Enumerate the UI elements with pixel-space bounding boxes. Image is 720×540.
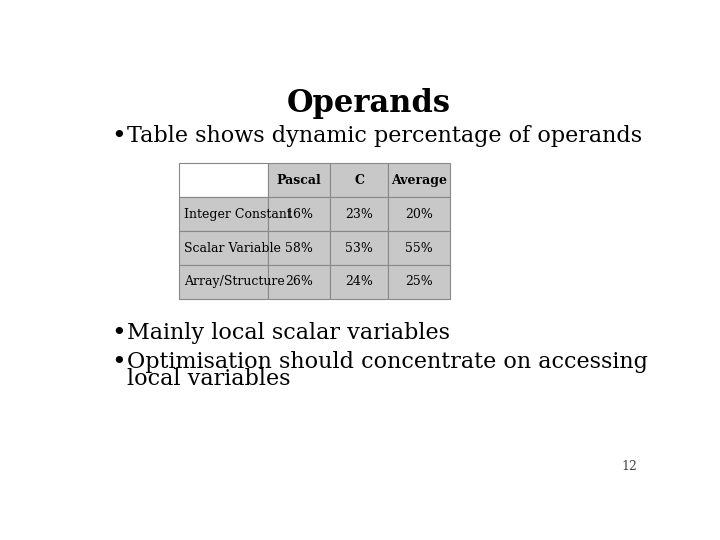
Text: 25%: 25% xyxy=(405,275,433,288)
Bar xyxy=(269,197,330,231)
Text: •: • xyxy=(112,125,127,148)
Bar xyxy=(330,231,388,265)
Text: 16%: 16% xyxy=(285,208,313,221)
Bar xyxy=(179,231,269,265)
Text: Integer Constant: Integer Constant xyxy=(184,208,292,221)
Bar xyxy=(179,164,269,197)
Bar xyxy=(388,231,451,265)
Bar xyxy=(330,164,388,197)
Bar xyxy=(269,265,330,299)
Bar xyxy=(330,265,388,299)
Bar xyxy=(388,197,451,231)
Text: 20%: 20% xyxy=(405,208,433,221)
Text: Average: Average xyxy=(392,174,447,187)
Text: 55%: 55% xyxy=(405,241,433,254)
Text: •: • xyxy=(112,351,127,374)
Text: local variables: local variables xyxy=(127,368,291,390)
Bar xyxy=(269,164,330,197)
Text: Array/Structure: Array/Structure xyxy=(184,275,284,288)
Bar xyxy=(388,265,451,299)
Text: Optimisation should concentrate on accessing: Optimisation should concentrate on acces… xyxy=(127,351,648,373)
Text: Table shows dynamic percentage of operands: Table shows dynamic percentage of operan… xyxy=(127,125,642,147)
Text: •: • xyxy=(112,322,127,345)
Text: 53%: 53% xyxy=(346,241,373,254)
Bar xyxy=(330,197,388,231)
Text: 26%: 26% xyxy=(285,275,313,288)
Text: Mainly local scalar variables: Mainly local scalar variables xyxy=(127,322,450,344)
Bar xyxy=(269,231,330,265)
Bar xyxy=(179,197,269,231)
Text: Pascal: Pascal xyxy=(277,174,322,187)
Text: C: C xyxy=(354,174,364,187)
Text: Scalar Variable: Scalar Variable xyxy=(184,241,281,254)
Text: 12: 12 xyxy=(621,460,637,473)
Text: 58%: 58% xyxy=(285,241,313,254)
Text: 24%: 24% xyxy=(346,275,373,288)
Bar xyxy=(388,164,451,197)
Text: Operands: Operands xyxy=(287,88,451,119)
Bar xyxy=(179,265,269,299)
Text: 23%: 23% xyxy=(346,208,373,221)
